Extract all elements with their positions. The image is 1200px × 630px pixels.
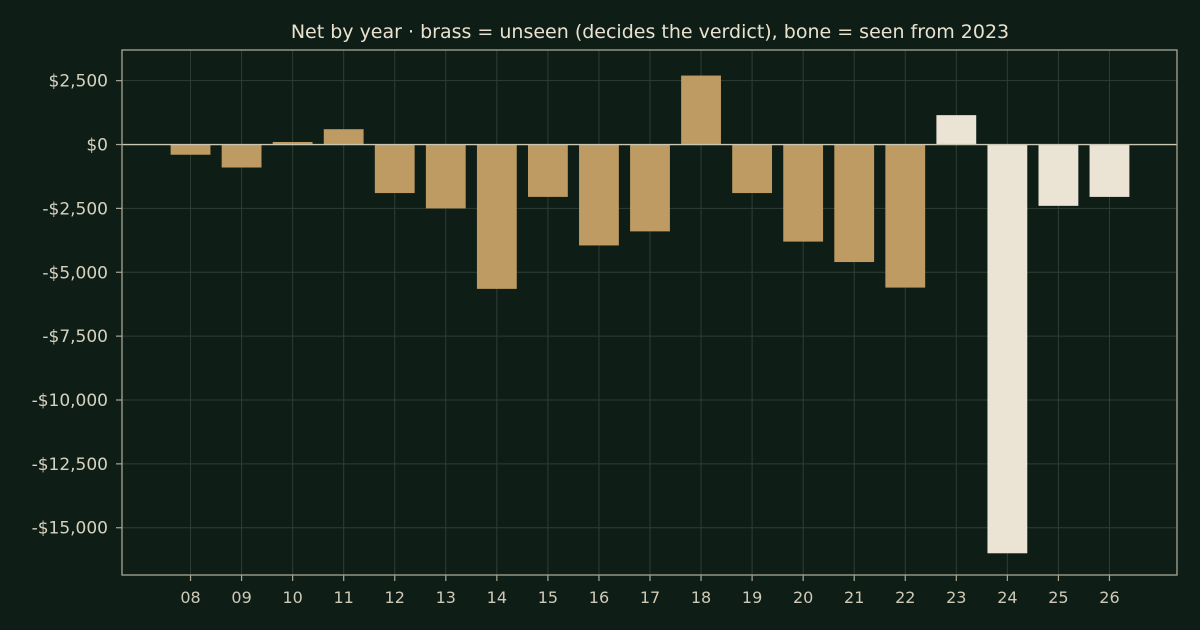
y-axis-ticks: $2,500 $0 -$2,500 -$5,000 -$7,500 -$10,000 -$1…	[32, 72, 122, 539]
bar-14	[476, 144, 517, 289]
y-tick-label: -$7,500	[42, 327, 108, 347]
bar-09	[221, 144, 262, 168]
bar-23	[936, 115, 977, 145]
bar-24	[987, 144, 1028, 554]
x-tick-label: 20	[793, 588, 813, 607]
x-tick-label: 23	[946, 588, 966, 607]
x-tick-label: 21	[844, 588, 864, 607]
x-tick-label: 26	[1099, 588, 1119, 607]
bar-08	[170, 144, 211, 155]
bar-25	[1038, 144, 1079, 206]
x-tick-label: 08	[180, 588, 200, 607]
bar-22	[885, 144, 926, 288]
y-tick-label: -$5,000	[42, 263, 108, 283]
x-tick-label: 09	[231, 588, 251, 607]
y-tick-label: $2,500	[49, 72, 108, 92]
y-tick-label: $0	[86, 136, 108, 156]
bar-16	[579, 144, 619, 246]
bar-21	[834, 144, 875, 263]
bar-18	[681, 75, 721, 145]
x-tick-label: 25	[1048, 588, 1068, 607]
x-axis-ticks: 08 09 10 11 12 13 14 15 16 17 18 19 20 21 22 23 24 25 26	[180, 575, 1120, 607]
x-tick-label: 18	[691, 588, 711, 607]
x-tick-label: 17	[640, 588, 660, 607]
x-tick-label: 11	[334, 588, 354, 607]
bar-10	[272, 141, 313, 145]
bar-20	[783, 144, 824, 242]
x-tick-label: 24	[997, 588, 1017, 607]
x-tick-label: 15	[538, 588, 558, 607]
y-tick-label: -$2,500	[42, 199, 108, 219]
bar-17	[630, 144, 670, 232]
y-tick-label: -$15,000	[32, 519, 108, 539]
x-tick-label: 10	[282, 588, 302, 607]
y-tick-label: -$12,500	[32, 455, 108, 475]
bars-layer	[170, 75, 1130, 554]
x-tick-label: 19	[742, 588, 762, 607]
x-tick-label: 22	[895, 588, 915, 607]
x-tick-label: 13	[436, 588, 456, 607]
bar-19	[732, 144, 773, 194]
chart-title: Net by year · brass = unseen (decides th…	[291, 21, 1009, 43]
bar-15	[527, 144, 568, 197]
x-tick-label: 16	[589, 588, 609, 607]
bar-12	[374, 144, 415, 194]
bar-26	[1089, 144, 1130, 197]
x-tick-label: 12	[385, 588, 405, 607]
bar-11	[323, 129, 364, 145]
y-tick-label: -$10,000	[32, 391, 108, 411]
bar-13	[425, 144, 466, 209]
x-tick-label: 14	[487, 588, 507, 607]
